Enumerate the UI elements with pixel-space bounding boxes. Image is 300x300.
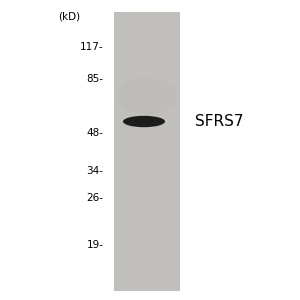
Text: 117-: 117-: [80, 41, 104, 52]
Text: 85-: 85-: [86, 74, 103, 85]
Text: SFRS7: SFRS7: [195, 114, 244, 129]
Text: (kD): (kD): [58, 11, 80, 22]
Ellipse shape: [123, 116, 165, 127]
Ellipse shape: [117, 78, 177, 114]
Text: 19-: 19-: [86, 239, 103, 250]
Text: 26-: 26-: [86, 193, 103, 203]
Text: 34-: 34-: [86, 166, 103, 176]
Bar: [114, 12, 180, 291]
Text: 48-: 48-: [86, 128, 103, 139]
